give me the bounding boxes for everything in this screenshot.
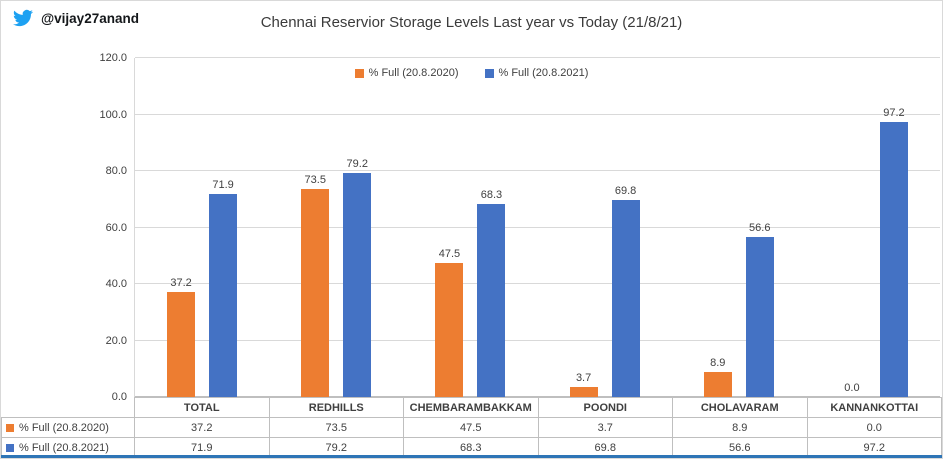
- bar-group-poondi: 3.7 69.8: [538, 58, 672, 397]
- bar-value-label: 56.6: [749, 222, 771, 235]
- bar-wrap: 79.2: [343, 58, 372, 397]
- bar-wrap: 3.7: [569, 58, 598, 397]
- gridline: [135, 113, 940, 115]
- category-label: REDHILLS: [268, 397, 404, 418]
- table-value-cell: 0.0: [806, 417, 942, 438]
- bar: [435, 262, 464, 397]
- series-row-label-inner: % Full (20.8.2021): [6, 442, 132, 454]
- category-label: KANNANKOTTAI: [806, 397, 942, 418]
- legend-swatch: [354, 68, 364, 78]
- series-row-1: % Full (20.8.2021) 71.9 79.2 68.3 69.8 56.6 97…: [1, 437, 942, 458]
- series-row-label: % Full (20.8.2020): [1, 417, 135, 438]
- plot-area: 37.2 71.9 73.5 79.2 47.5 68.3 3.7 69.8 8.9 56.6 0.…: [134, 57, 940, 397]
- bar: [703, 371, 732, 397]
- bottom-rule: [1, 455, 942, 458]
- y-tick-label: 100.0: [99, 108, 127, 121]
- category-label: CHEMBARAMBAKKAM: [403, 397, 539, 418]
- bar-value-label: 69.8: [614, 184, 637, 197]
- series-row-label-inner: % Full (20.8.2020): [6, 422, 132, 434]
- bar-wrap: 97.2: [879, 58, 908, 397]
- bar-value-label: 47.5: [438, 247, 461, 260]
- bar-group-kannankottai: 0.0 97.2: [806, 58, 940, 397]
- twitter-handle: @vijay27anand: [41, 10, 139, 26]
- chart-legend: % Full (20.8.2020) % Full (20.8.2021): [1, 67, 942, 79]
- y-tick-label: 60.0: [105, 221, 127, 234]
- bar: [569, 386, 598, 397]
- bar-wrap: 56.6: [745, 58, 774, 397]
- bar-value-label: 73.5: [304, 174, 326, 187]
- legend-label: % Full (20.8.2020): [368, 67, 459, 79]
- table-corner-cell: [2, 398, 135, 418]
- chart-title: Chennai Reservior Storage Levels Last ye…: [260, 14, 683, 31]
- bar: [167, 291, 196, 397]
- y-axis: 0.0 20.0 40.0 60.0 80.0 100.0 120.0: [1, 52, 127, 403]
- gridline: [135, 283, 940, 284]
- table-value-cell: 47.5: [403, 417, 539, 438]
- legend-item-1: % Full (20.8.2021): [484, 67, 589, 79]
- y-tick-label: 120.0: [99, 52, 127, 64]
- gridline: [135, 396, 940, 397]
- bar: [611, 199, 640, 397]
- bar: [477, 204, 506, 397]
- legend-item-0: % Full (20.8.2020): [354, 67, 459, 79]
- legend-swatch: [484, 68, 494, 78]
- bar-value-label: 37.2: [170, 276, 192, 289]
- bar-wrap: 69.8: [611, 58, 640, 397]
- twitter-attribution: @vijay27anand: [11, 8, 139, 28]
- y-tick-label: 0.0: [111, 391, 127, 403]
- series-swatch: [6, 443, 14, 452]
- data-table-wrap: TOTAL REDHILLS CHEMBARAMBAKKAM POONDI CHOLAV…: [1, 397, 942, 458]
- category-label: CHOLAVARAM: [672, 397, 808, 418]
- gridline: [135, 226, 940, 228]
- bar-chart: 0.0 20.0 40.0 60.0 80.0 100.0 120.0 37.2 71.9 73…: [1, 52, 942, 403]
- table-value-cell: 37.2: [134, 417, 270, 438]
- y-tick-label: 40.0: [105, 278, 127, 290]
- bar-wrap: 71.9: [209, 58, 238, 397]
- bar: [879, 122, 908, 397]
- bar-wrap: 0.0: [838, 58, 866, 397]
- bar-wrap: 37.2: [167, 58, 196, 397]
- twitter-bird-icon: [11, 8, 35, 28]
- bar-value-label: 8.9: [710, 356, 726, 369]
- bar: [343, 173, 372, 397]
- bar: [301, 189, 330, 397]
- bar-group-chembarambakkam: 47.5 68.3: [403, 58, 537, 397]
- plot-groups: 37.2 71.9 73.5 79.2 47.5 68.3 3.7 69.8 8.9 56.6 0.…: [135, 58, 940, 397]
- bar: [209, 193, 238, 397]
- series-swatch: [6, 423, 14, 432]
- data-table-body: TOTAL REDHILLS CHEMBARAMBAKKAM POONDI CHOLAV…: [1, 397, 942, 458]
- category-row: TOTAL REDHILLS CHEMBARAMBAKKAM POONDI CHOLAV…: [2, 397, 942, 418]
- bar-value-label: 71.9: [212, 178, 234, 191]
- bar-wrap: 73.5: [301, 58, 330, 397]
- bar-group-total: 37.2 71.9: [135, 58, 269, 397]
- bar-wrap: 68.3: [477, 58, 506, 397]
- bar-value-label: 97.2: [883, 107, 905, 120]
- bar-value-label: 3.7: [575, 371, 592, 384]
- category-label: TOTAL: [134, 397, 270, 418]
- y-tick-label: 20.0: [105, 334, 127, 347]
- series-row-label: % Full (20.8.2021): [1, 437, 135, 458]
- bar-value-label: 0.0: [844, 382, 860, 394]
- bar-wrap: 47.5: [435, 58, 464, 397]
- gridline: [135, 339, 940, 341]
- data-table: TOTAL REDHILLS CHEMBARAMBAKKAM POONDI CHOLAV…: [1, 397, 942, 458]
- category-label: POONDI: [537, 397, 673, 418]
- series-name: % Full (20.8.2021): [19, 441, 109, 454]
- bar-group-cholavaram: 8.9 56.6: [672, 58, 806, 397]
- series-name: % Full (20.8.2020): [19, 421, 109, 434]
- table-value-cell: 73.5: [268, 417, 404, 438]
- bar: [745, 237, 774, 397]
- bar-value-label: 68.3: [480, 189, 503, 202]
- bar-group-redhills: 73.5 79.2: [269, 58, 403, 397]
- bar-wrap: 8.9: [703, 58, 732, 397]
- legend-label: % Full (20.8.2021): [498, 67, 589, 79]
- gridline: [135, 57, 940, 58]
- table-value-cell: 3.7: [537, 417, 673, 438]
- table-value-cell: 8.9: [672, 417, 808, 438]
- y-tick-label: 80.0: [105, 165, 127, 177]
- gridline: [135, 170, 940, 171]
- series-row-0: % Full (20.8.2020) 37.2 73.5 47.5 3.7 8.9 0.0: [1, 417, 942, 438]
- bar-value-label: 79.2: [346, 158, 368, 171]
